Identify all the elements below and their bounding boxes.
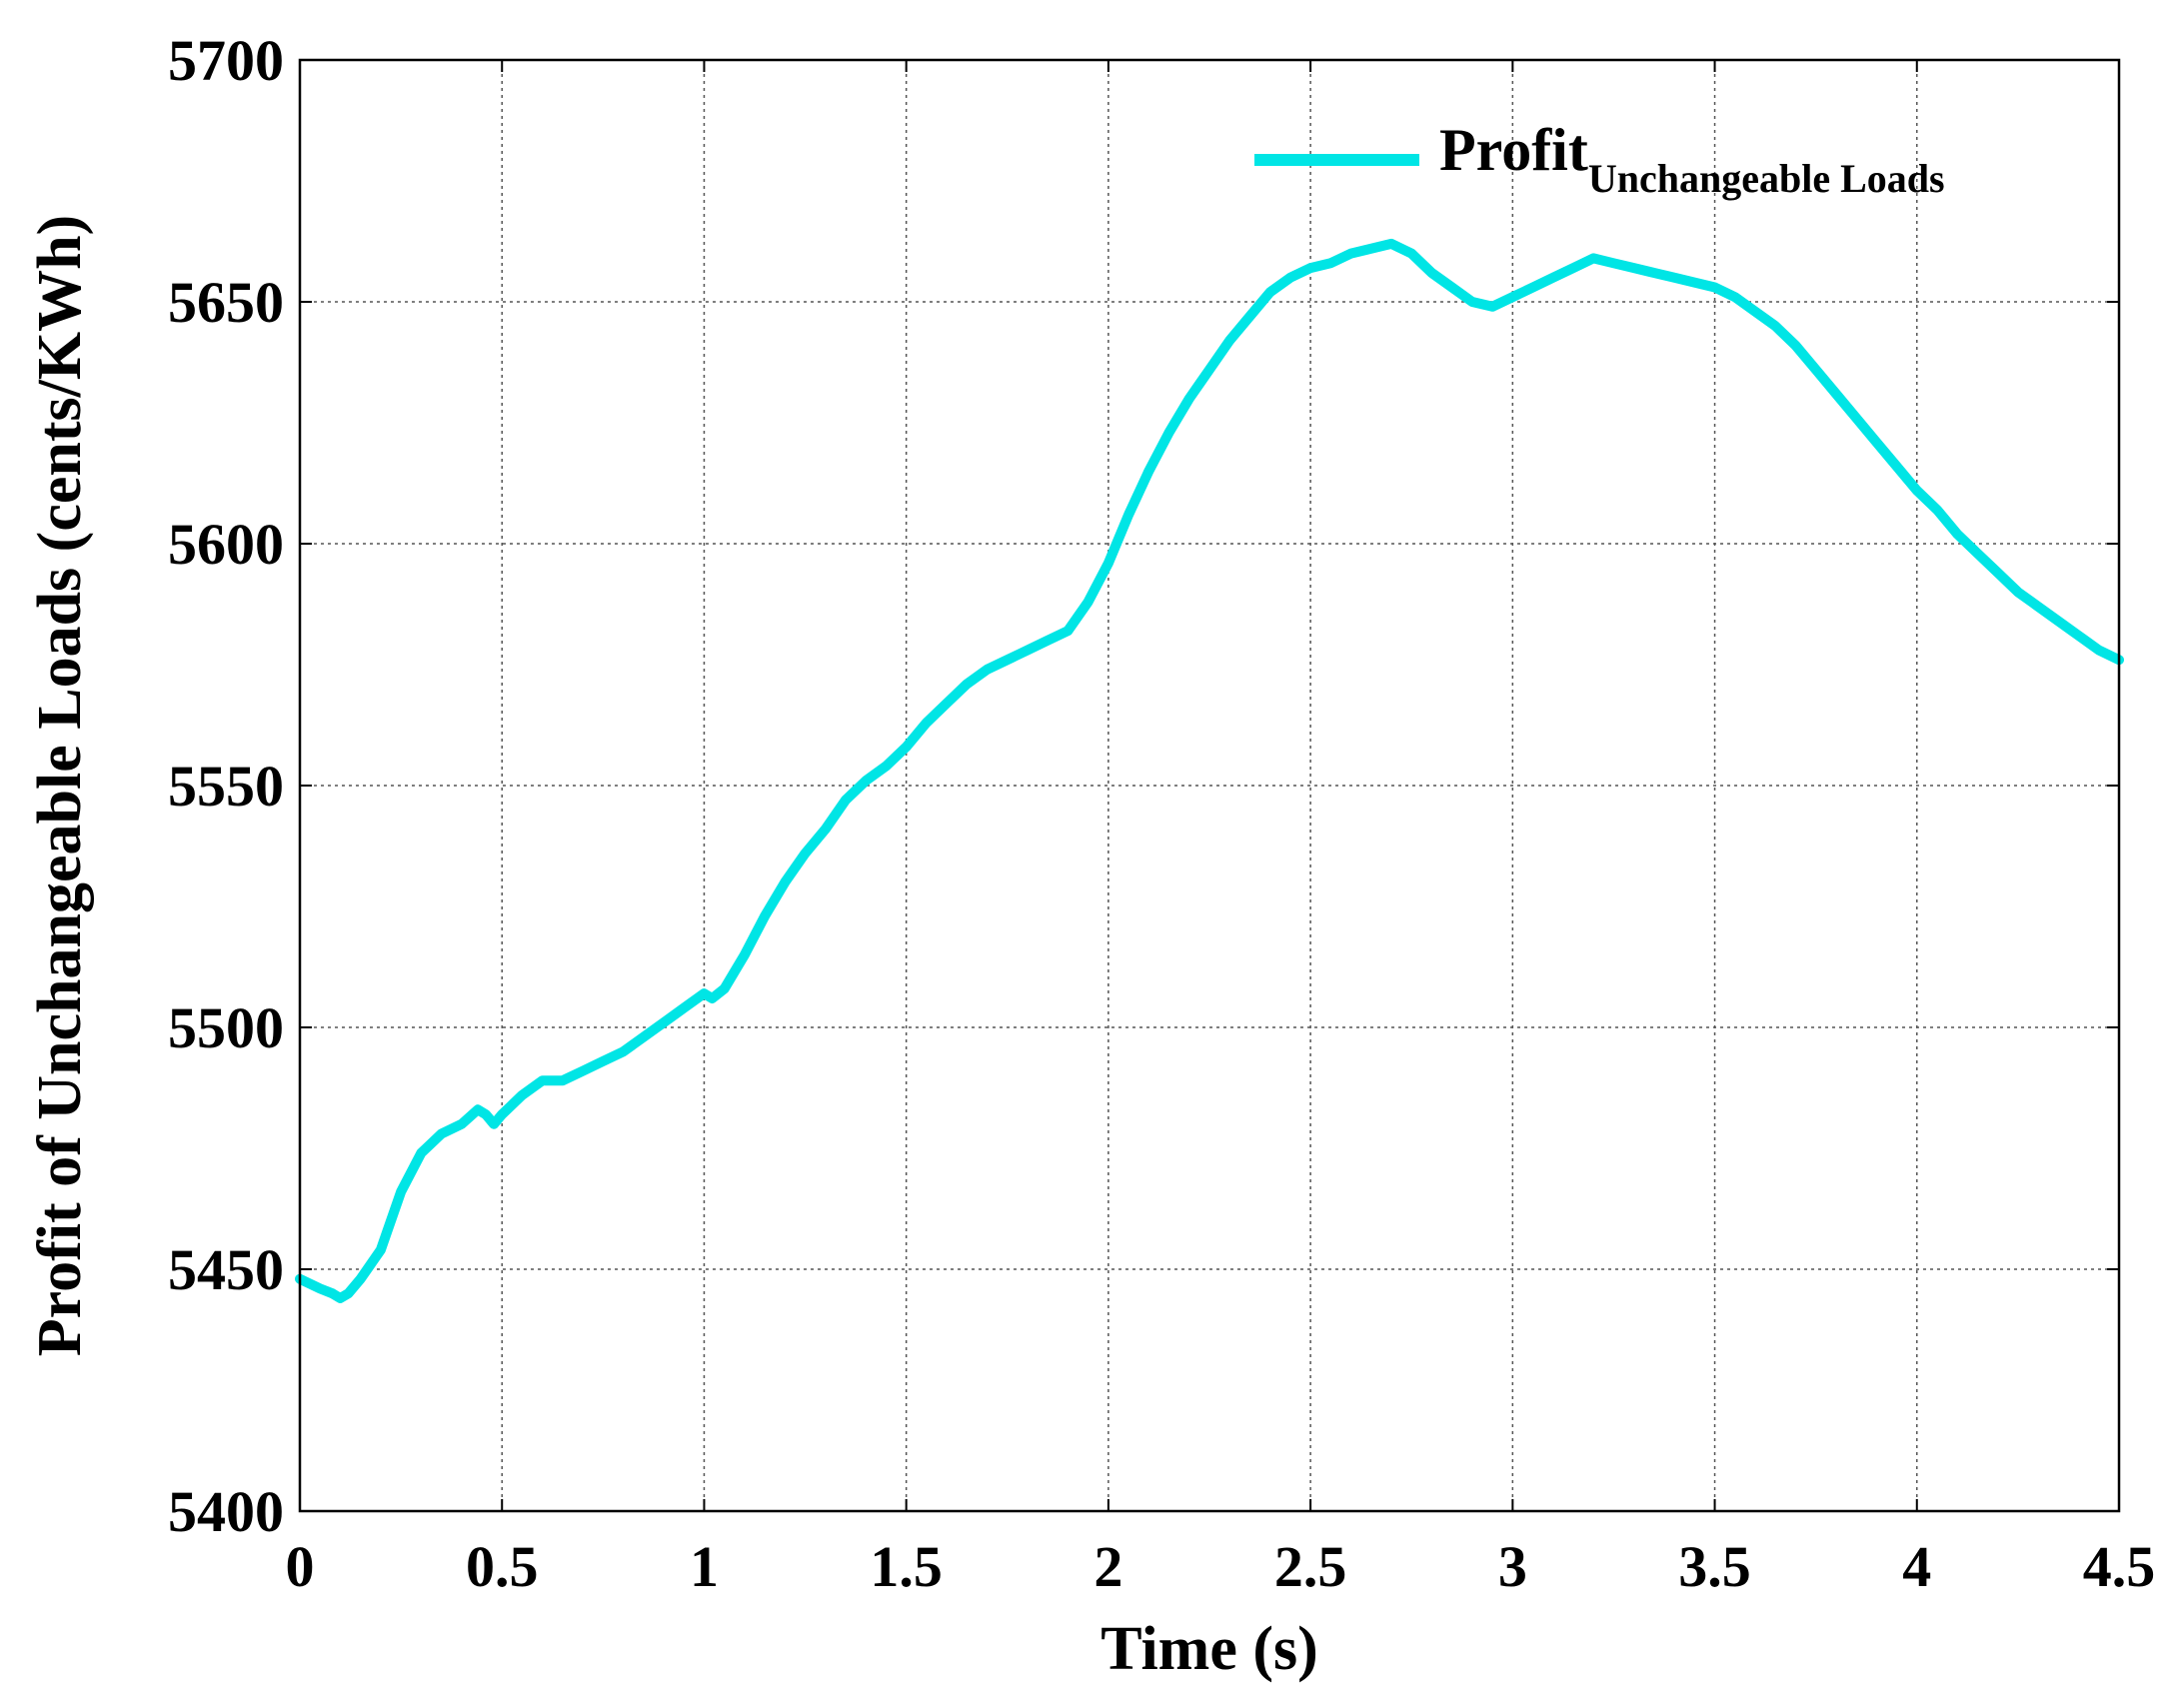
y-tick-label: 5400 xyxy=(168,1479,284,1544)
x-axis-tick-labels: 0 0.5 1 1.5 2 2.5 3 3.5 4 4.5 xyxy=(286,1534,2156,1599)
legend-label: ProfitUnchangeable Loads xyxy=(1439,117,1945,201)
legend-series-subscript: Unchangeable Loads xyxy=(1588,156,1945,201)
y-tick-label: 5500 xyxy=(168,995,284,1060)
plot-area-frame xyxy=(298,58,2121,1513)
x-axis-title: Time (s) xyxy=(1100,1615,1318,1683)
x-tick-label: 4.5 xyxy=(2083,1534,2156,1599)
x-tick-label: 0 xyxy=(286,1534,315,1599)
y-tick-label: 5550 xyxy=(168,754,284,819)
x-tick-label: 2 xyxy=(1093,1534,1122,1599)
x-tick-label: 0.5 xyxy=(466,1534,539,1599)
y-tick-label: 5600 xyxy=(168,512,284,577)
y-tick-label: 5650 xyxy=(168,270,284,335)
x-tick-label: 3.5 xyxy=(1678,1534,1751,1599)
y-tick-label: 5700 xyxy=(168,28,284,93)
y-tick-label: 5450 xyxy=(168,1237,284,1302)
legend: ProfitUnchangeable Loads xyxy=(1254,117,1945,201)
x-tick-label: 1 xyxy=(690,1534,719,1599)
y-axis-tick-labels: 5400 5450 5500 5550 5600 5650 5700 xyxy=(168,28,284,1544)
x-tick-label: 2.5 xyxy=(1274,1534,1347,1599)
x-tick-label: 3 xyxy=(1498,1534,1527,1599)
x-tick-label: 1.5 xyxy=(870,1534,943,1599)
x-tick-label: 4 xyxy=(1902,1534,1931,1599)
y-axis-title: Profit of Unchangeable Loads (cents/KWh) xyxy=(26,215,94,1356)
series-layer xyxy=(295,238,2124,1303)
series-line xyxy=(295,238,2124,1303)
legend-series-name: Profit xyxy=(1439,117,1588,183)
